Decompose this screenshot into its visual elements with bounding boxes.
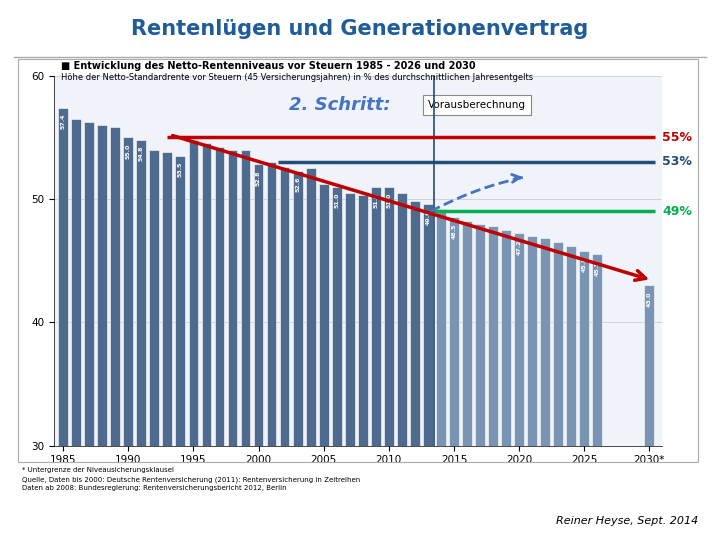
Bar — [358, 195, 368, 446]
Text: Quelle, Daten bis 2000: Deutsche Rentenversicherung (2011): Rentenversicherung i: Quelle, Daten bis 2000: Deutsche Rentenv… — [22, 476, 360, 483]
Bar — [253, 164, 264, 446]
Text: 51.0: 51.0 — [334, 193, 339, 208]
Text: 49.6: 49.6 — [426, 210, 431, 226]
Bar — [202, 144, 211, 446]
Bar — [567, 246, 576, 446]
Bar — [410, 201, 420, 446]
Bar — [462, 221, 472, 446]
Bar — [540, 238, 550, 446]
Bar — [319, 184, 328, 446]
Bar — [527, 236, 537, 446]
Bar — [514, 233, 524, 446]
Text: ■ Entwicklung des Netto-Rentenniveaus vor Steuern 1985 - 2026 und 2030: ■ Entwicklung des Netto-Rentenniveaus vo… — [61, 61, 476, 71]
Bar — [293, 171, 302, 446]
Text: 52.6: 52.6 — [295, 177, 300, 192]
Bar — [163, 152, 172, 445]
Bar — [150, 150, 159, 446]
Bar — [580, 251, 589, 446]
Text: 53.5: 53.5 — [178, 162, 183, 178]
Bar — [306, 168, 315, 446]
Bar — [228, 150, 238, 446]
Bar — [397, 193, 407, 446]
Text: 49%: 49% — [662, 205, 692, 218]
Text: Daten ab 2008: Bundesregierung: Rentenversicherungsbericht 2012, Berlin: Daten ab 2008: Bundesregierung: Rentenve… — [22, 485, 287, 491]
Bar — [58, 107, 68, 446]
Bar — [136, 140, 146, 446]
Bar — [593, 254, 602, 446]
Text: 54.8: 54.8 — [139, 146, 144, 161]
Bar — [84, 123, 94, 445]
Bar — [644, 285, 654, 446]
Text: 45.8: 45.8 — [582, 257, 587, 272]
Bar — [279, 167, 289, 446]
Bar — [123, 137, 133, 446]
Bar — [371, 186, 381, 446]
Bar — [110, 127, 120, 446]
Bar — [345, 193, 355, 446]
Text: 51.0: 51.0 — [387, 193, 391, 208]
Bar — [266, 162, 276, 445]
Text: 51.0: 51.0 — [373, 193, 378, 208]
Bar — [176, 156, 185, 445]
Text: Reiner Heyse, Sept. 2014: Reiner Heyse, Sept. 2014 — [556, 516, 698, 526]
Text: 57.4: 57.4 — [60, 114, 66, 129]
Text: 55%: 55% — [662, 131, 693, 144]
Bar — [449, 218, 459, 446]
Text: Höhe der Netto-Standardrente vor Steuern (45 Versicherungsjahren) in % des durch: Höhe der Netto-Standardrente vor Steuern… — [61, 73, 534, 82]
Bar — [475, 224, 485, 446]
Bar — [436, 209, 446, 446]
Bar — [423, 204, 433, 446]
Bar — [97, 125, 107, 446]
Bar — [240, 150, 251, 446]
Text: 2. Schritt:: 2. Schritt: — [289, 96, 391, 114]
Bar — [553, 242, 563, 446]
Text: 43.0: 43.0 — [647, 292, 652, 307]
Bar — [215, 147, 225, 446]
Text: Vorausberechnung: Vorausberechnung — [428, 100, 526, 110]
Bar — [501, 230, 511, 446]
Bar — [71, 119, 81, 446]
Bar — [189, 140, 198, 446]
Text: 53%: 53% — [662, 156, 692, 168]
Text: * Untergrenze der Niveausicherungsklausel: * Untergrenze der Niveausicherungsklause… — [22, 467, 174, 473]
Bar — [384, 186, 394, 446]
Bar — [488, 226, 498, 446]
Text: 47.2: 47.2 — [516, 240, 521, 255]
Text: Rentenlügen und Generationenvertrag: Rentenlügen und Generationenvertrag — [131, 19, 589, 39]
Text: 55.0: 55.0 — [126, 144, 131, 159]
Text: 48.5: 48.5 — [451, 224, 456, 239]
Text: 45.5: 45.5 — [595, 260, 600, 276]
Text: 52.8: 52.8 — [256, 171, 261, 186]
Bar — [332, 186, 341, 446]
